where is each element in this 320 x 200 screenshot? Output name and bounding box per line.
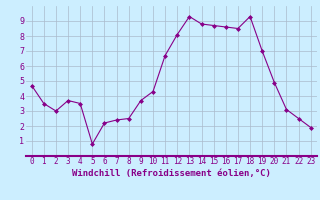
X-axis label: Windchill (Refroidissement éolien,°C): Windchill (Refroidissement éolien,°C) [72, 169, 271, 178]
